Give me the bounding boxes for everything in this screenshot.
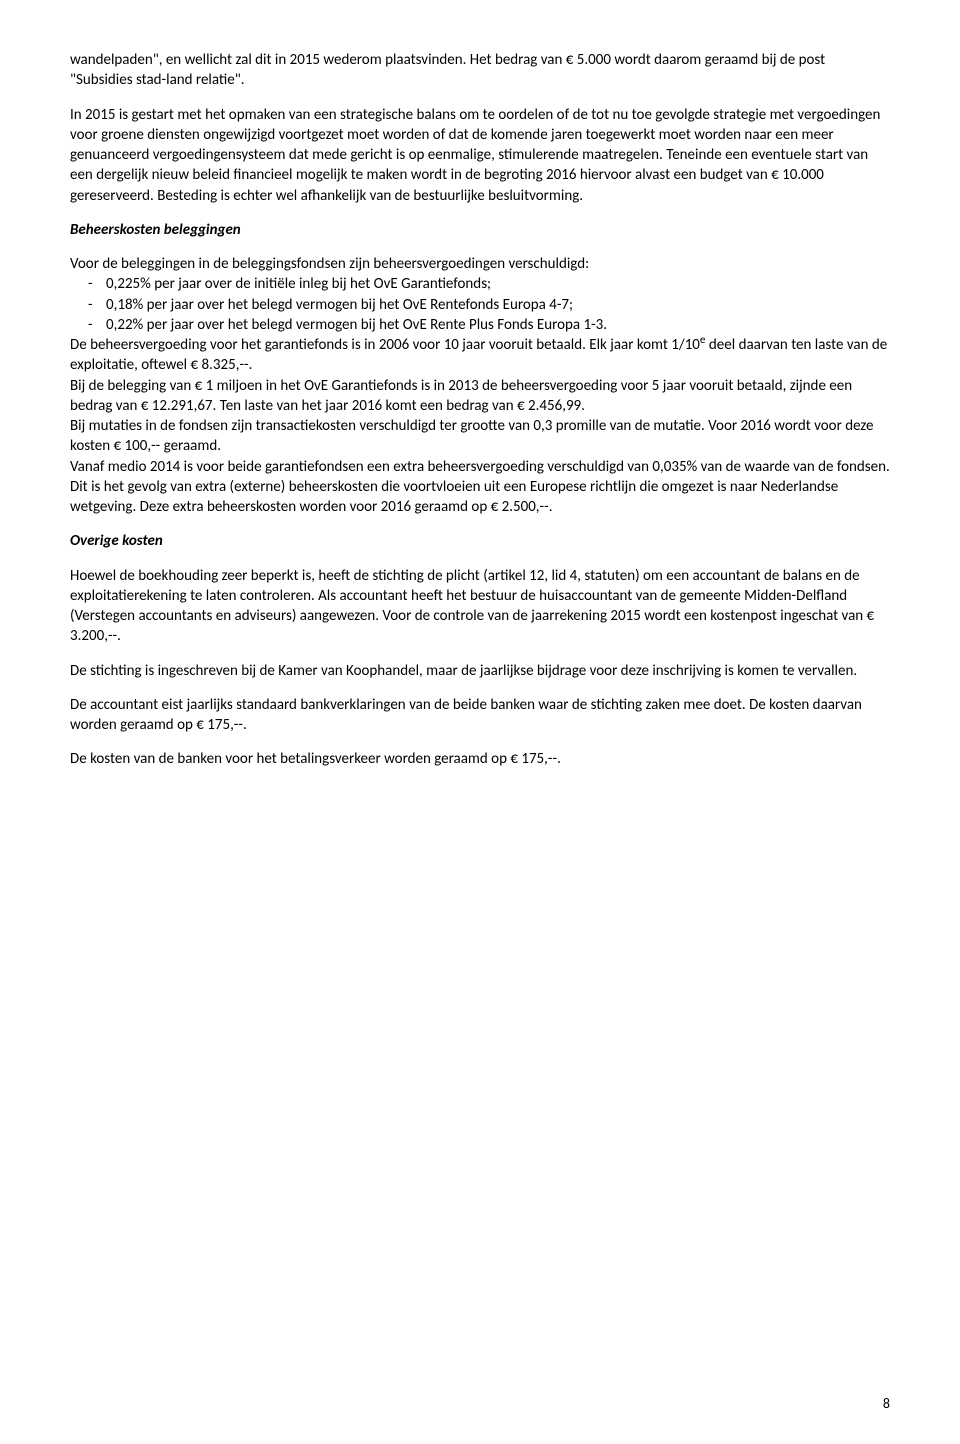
block-beleggingen: Voor de beleggingen in de beleggingsfond… xyxy=(70,254,890,517)
heading-beheerskosten: Beheerskosten beleggingen xyxy=(70,220,890,240)
text-fragment: De beheersvergoeding voor het garantiefo… xyxy=(70,336,700,354)
list-item: 0,18% per jaar over het belegd vermogen … xyxy=(106,295,890,315)
paragraph-mutaties: Bij mutaties in de fondsen zijn transact… xyxy=(70,416,890,457)
paragraph-kvk: De stichting is ingeschreven bij de Kame… xyxy=(70,661,890,681)
paragraph-extra-vergoeding: Vanaf medio 2014 is voor beide garantief… xyxy=(70,457,890,518)
paragraph-belegging-1m: Bij de belegging van € 1 miljoen in het … xyxy=(70,376,890,417)
paragraph-accountant: Hoewel de boekhouding zeer beperkt is, h… xyxy=(70,566,890,647)
paragraph-garantiefonds: De beheersvergoeding voor het garantiefo… xyxy=(70,335,890,376)
paragraph-bankkosten: De kosten van de banken voor het betalin… xyxy=(70,749,890,769)
paragraph-bankverklaringen: De accountant eist jaarlijks standaard b… xyxy=(70,695,890,736)
paragraph-intro-1: wandelpaden", en wellicht zal dit in 201… xyxy=(70,50,890,91)
heading-overige-kosten: Overige kosten xyxy=(70,531,890,551)
bullet-list-fondsen: 0,225% per jaar over de initiële inleg b… xyxy=(70,274,890,335)
paragraph-beleggingen-intro: Voor de beleggingen in de beleggingsfond… xyxy=(70,254,890,274)
list-item: 0,22% per jaar over het belegd vermogen … xyxy=(106,315,890,335)
list-item: 0,225% per jaar over de initiële inleg b… xyxy=(106,274,890,294)
page-number: 8 xyxy=(883,1395,890,1414)
paragraph-intro-2: In 2015 is gestart met het opmaken van e… xyxy=(70,105,890,206)
